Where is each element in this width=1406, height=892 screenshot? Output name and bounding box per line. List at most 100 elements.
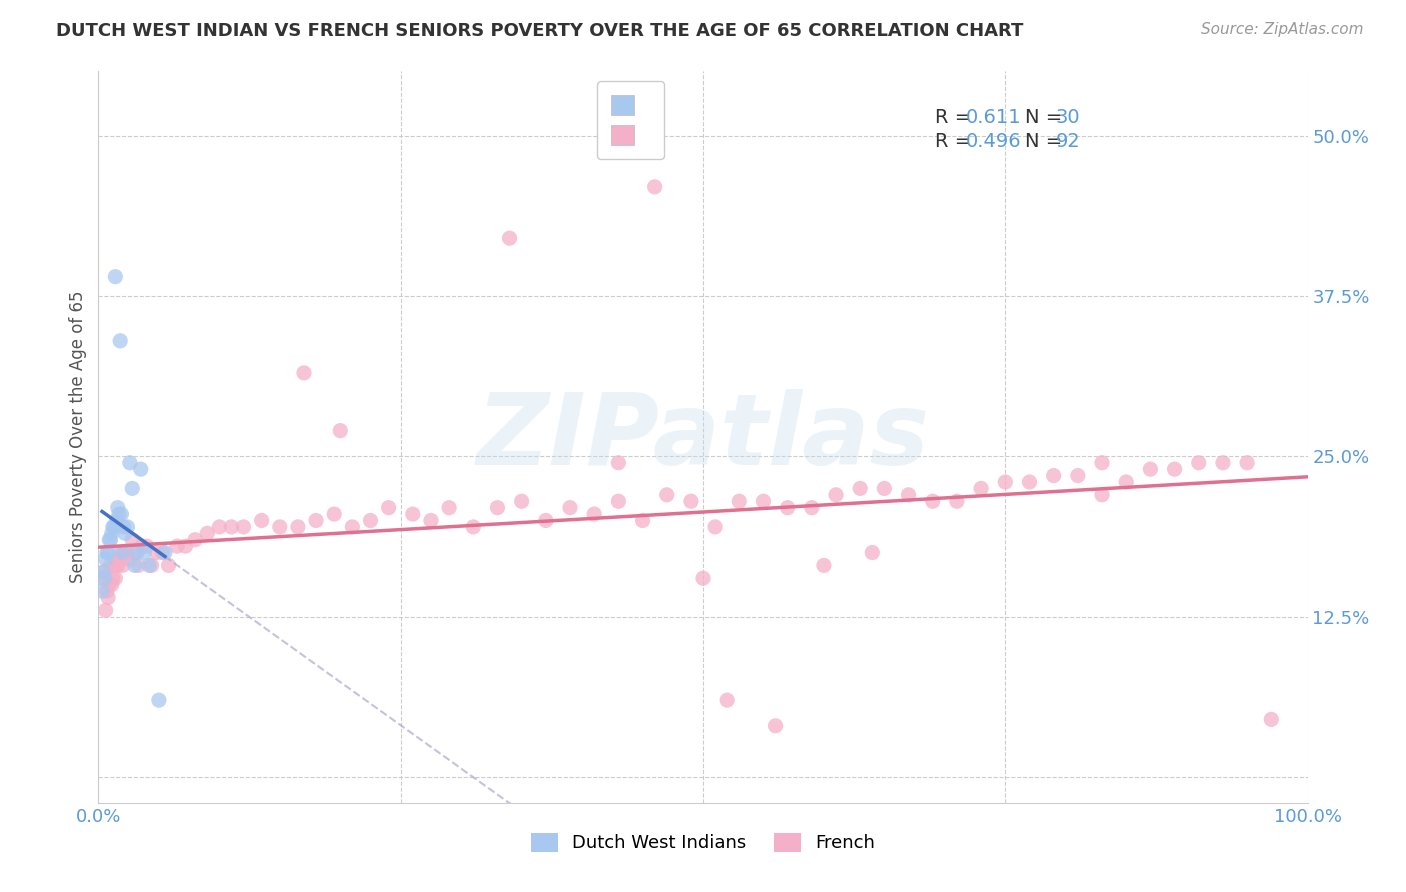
Point bbox=[91, 584, 114, 599]
Point bbox=[377, 500, 399, 515]
Point bbox=[103, 520, 125, 534]
Point bbox=[141, 558, 163, 573]
Point bbox=[184, 533, 207, 547]
Point bbox=[94, 603, 117, 617]
Point bbox=[1212, 456, 1234, 470]
Y-axis label: Seniors Poverty Over the Age of 65: Seniors Poverty Over the Age of 65 bbox=[69, 291, 87, 583]
Point bbox=[93, 565, 115, 579]
Point bbox=[679, 494, 702, 508]
Text: N =: N = bbox=[1025, 132, 1069, 151]
Point bbox=[101, 520, 124, 534]
Point bbox=[121, 533, 143, 547]
Point bbox=[498, 231, 520, 245]
Text: 0.496: 0.496 bbox=[966, 132, 1021, 151]
Point bbox=[127, 545, 149, 559]
Point bbox=[655, 488, 678, 502]
Point bbox=[97, 591, 120, 605]
Point bbox=[946, 494, 969, 508]
Text: Source: ZipAtlas.com: Source: ZipAtlas.com bbox=[1201, 22, 1364, 37]
Point bbox=[114, 526, 136, 541]
Point bbox=[607, 494, 630, 508]
Point bbox=[108, 545, 131, 559]
Point bbox=[138, 558, 160, 573]
Point bbox=[129, 462, 152, 476]
Point bbox=[105, 514, 128, 528]
Point bbox=[96, 584, 118, 599]
Point bbox=[825, 488, 848, 502]
Point bbox=[107, 558, 129, 573]
Point bbox=[134, 545, 156, 559]
Point bbox=[849, 482, 872, 496]
Point bbox=[108, 507, 131, 521]
Point bbox=[631, 514, 654, 528]
Point bbox=[704, 520, 727, 534]
Point bbox=[104, 571, 127, 585]
Point bbox=[1042, 468, 1064, 483]
Point bbox=[342, 520, 364, 534]
Point bbox=[420, 514, 443, 528]
Point bbox=[174, 539, 197, 553]
Point bbox=[117, 545, 139, 559]
Point bbox=[970, 482, 993, 496]
Text: R =: R = bbox=[935, 132, 979, 151]
Point bbox=[103, 558, 125, 573]
Point bbox=[114, 545, 136, 559]
Point bbox=[152, 545, 174, 559]
Point bbox=[100, 577, 122, 591]
Point bbox=[221, 520, 243, 534]
Point bbox=[813, 558, 835, 573]
Point bbox=[305, 514, 328, 528]
Point bbox=[97, 545, 120, 559]
Point bbox=[145, 545, 167, 559]
Point bbox=[360, 514, 382, 528]
Point bbox=[166, 539, 188, 553]
Point bbox=[776, 500, 799, 515]
Point bbox=[91, 571, 114, 585]
Point bbox=[124, 545, 146, 559]
Point bbox=[124, 558, 146, 573]
Point bbox=[800, 500, 823, 515]
Point bbox=[860, 545, 883, 559]
Point bbox=[921, 494, 943, 508]
Point bbox=[402, 507, 425, 521]
Point bbox=[1091, 488, 1114, 502]
Text: R =: R = bbox=[935, 108, 979, 127]
Point bbox=[91, 565, 114, 579]
Point bbox=[510, 494, 533, 508]
Point bbox=[118, 552, 141, 566]
Point bbox=[104, 269, 127, 284]
Point bbox=[323, 507, 346, 521]
Point bbox=[583, 507, 606, 521]
Point bbox=[148, 693, 170, 707]
Text: N =: N = bbox=[1025, 108, 1069, 127]
Text: DUTCH WEST INDIAN VS FRENCH SENIORS POVERTY OVER THE AGE OF 65 CORRELATION CHART: DUTCH WEST INDIAN VS FRENCH SENIORS POVE… bbox=[56, 22, 1024, 40]
Point bbox=[118, 456, 141, 470]
Point bbox=[558, 500, 581, 515]
Point bbox=[1018, 475, 1040, 489]
Point bbox=[111, 545, 134, 559]
Point bbox=[111, 558, 134, 573]
Point bbox=[1260, 712, 1282, 726]
Text: 30: 30 bbox=[1056, 108, 1080, 127]
Point bbox=[121, 482, 143, 496]
Point bbox=[463, 520, 485, 534]
Point bbox=[1236, 456, 1258, 470]
Point bbox=[1115, 475, 1137, 489]
Point bbox=[96, 545, 118, 559]
Point bbox=[112, 520, 135, 534]
Point bbox=[100, 558, 122, 573]
Point bbox=[232, 520, 254, 534]
Point bbox=[1188, 456, 1211, 470]
Legend: Dutch West Indians, French: Dutch West Indians, French bbox=[523, 826, 883, 860]
Point bbox=[105, 558, 128, 573]
Point bbox=[994, 475, 1017, 489]
Point bbox=[108, 552, 131, 566]
Point bbox=[98, 533, 121, 547]
Point bbox=[752, 494, 775, 508]
Point bbox=[873, 482, 896, 496]
Point bbox=[100, 533, 122, 547]
Point bbox=[534, 514, 557, 528]
Point bbox=[101, 571, 124, 585]
Point bbox=[728, 494, 751, 508]
Point bbox=[765, 719, 787, 733]
